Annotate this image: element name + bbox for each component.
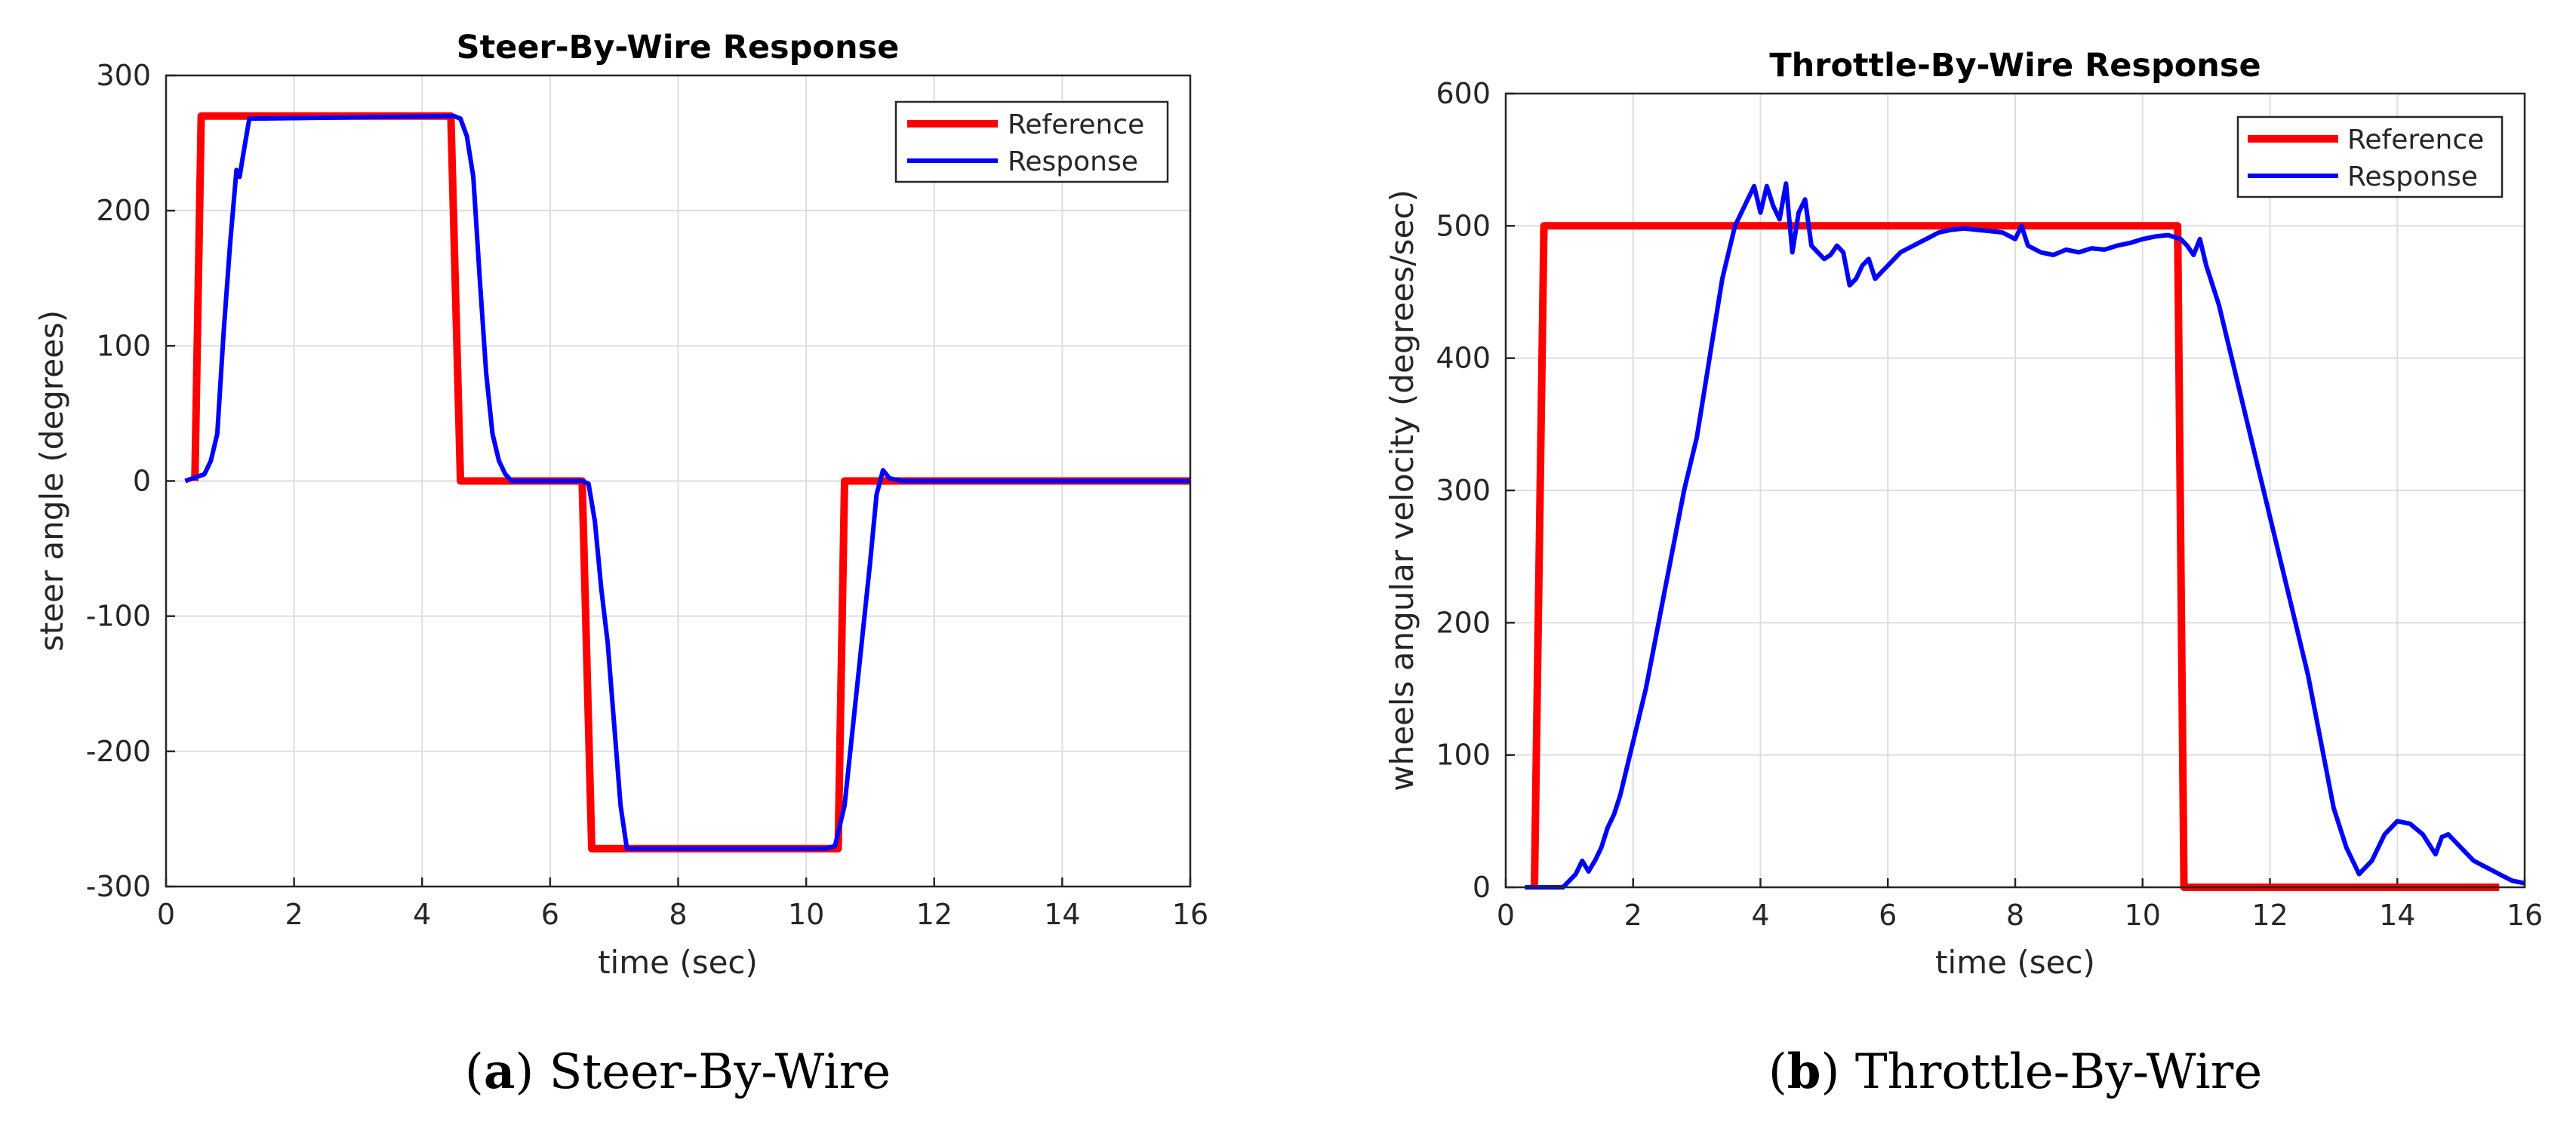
throttle-x-tick-label: 2 [1624,899,1642,932]
steer-x-axis-label: time (sec) [598,944,758,981]
throttle-y-tick-label: 300 [1436,474,1491,507]
steer-y-tick-label: 300 [96,59,151,92]
steer-x-tick-label: 12 [916,898,953,931]
throttle-x-tick-label: 8 [2006,899,2024,932]
steer-x-tick-label: 4 [413,898,431,931]
throttle-y-tick-label: 100 [1436,739,1491,772]
throttle-chart: 0 2 4 6 8 10 12 14 16 600 500 400 300 200 100 0 Thrott… [1383,47,2543,981]
steer-x-tick-label: 16 [1172,898,1208,931]
caption-a-text: Steer-By-Wire [534,1044,891,1100]
steer-x-tick-label: 0 [157,898,175,931]
throttle-x-tick-label: 10 [2125,899,2161,932]
throttle-y-tick-label: 200 [1436,606,1491,639]
steer-legend-box [894,100,1169,183]
throttle-x-tick-labels: 0 2 4 6 8 10 12 14 16 [1497,899,2543,932]
steer-x-tick-label: 14 [1044,898,1080,931]
throttle-chart-title: Throttle-By-Wire Response [1769,47,2261,85]
throttle-y-tick-label: 0 [1473,871,1491,904]
throttle-x-tick-label: 6 [1879,899,1897,932]
steer-series-response-line [184,113,1190,851]
throttle-legend-response-label: Response [2347,161,2478,192]
throttle-legend-reference-label: Reference [2347,124,2484,155]
steer-x-tick-label: 8 [669,898,687,931]
steer-legend-response-label: Response [1008,146,1138,177]
steer-plot-frame [165,74,1192,888]
steer-chart-title: Steer-By-Wire Response [457,29,900,66]
caption-a-label: a [484,1043,515,1100]
steer-y-tick-label: 200 [96,194,151,227]
steer-x-tick-labels: 0 2 4 6 8 10 12 14 16 [157,898,1208,931]
steer-y-tick-label: 100 [96,329,151,362]
throttle-plot-frame [1504,92,2526,889]
steer-x-tick-label: 6 [541,898,559,931]
throttle-x-tick-label: 14 [2379,899,2415,932]
steer-y-tick-label: -100 [86,600,151,633]
steer-x-tick-label: 2 [285,898,303,931]
caption-b-label: b [1787,1043,1821,1100]
caption-a: (a) Steer-By-Wire [465,1043,891,1100]
steer-series-lines [184,112,1190,853]
throttle-y-tick-labels: 600 500 400 300 200 100 0 [1436,77,1491,904]
caption-b: (b) Throttle-By-Wire [1768,1043,2262,1100]
throttle-x-tick-label: 16 [2507,899,2543,932]
steer-legend-reference-label: Reference [1008,109,1144,140]
steer-chart: 0 2 4 6 8 10 12 14 16 300 200 100 0 -100 -200 -300 Ste… [33,29,1208,981]
caption-b-text: Throttle-By-Wire [1840,1044,2263,1100]
steer-y-tick-label: 0 [133,465,151,498]
steer-y-tick-label: -300 [86,870,151,903]
throttle-legend: Reference Response [2236,115,2504,198]
throttle-y-tick-label: 500 [1436,209,1491,242]
throttle-x-axis-label: time (sec) [1935,944,2095,981]
throttle-x-tick-label: 4 [1751,899,1769,932]
throttle-x-tick-label: 0 [1497,899,1515,932]
throttle-legend-box [2236,115,2504,198]
steer-y-tick-label: -200 [86,735,151,768]
throttle-y-axis-label: wheels angular velocity (degrees/sec) [1383,189,1420,791]
throttle-y-tick-label: 600 [1436,77,1491,110]
steer-x-tick-label: 10 [788,898,824,931]
steer-legend: Reference Response [894,100,1169,183]
throttle-y-tick-label: 400 [1436,342,1491,375]
steer-y-tick-labels: 300 200 100 0 -100 -200 -300 [86,59,151,903]
throttle-x-tick-label: 12 [2251,899,2288,932]
throttle-series-response-line [1525,181,2525,890]
steer-y-axis-label: steer angle (degrees) [33,310,70,651]
